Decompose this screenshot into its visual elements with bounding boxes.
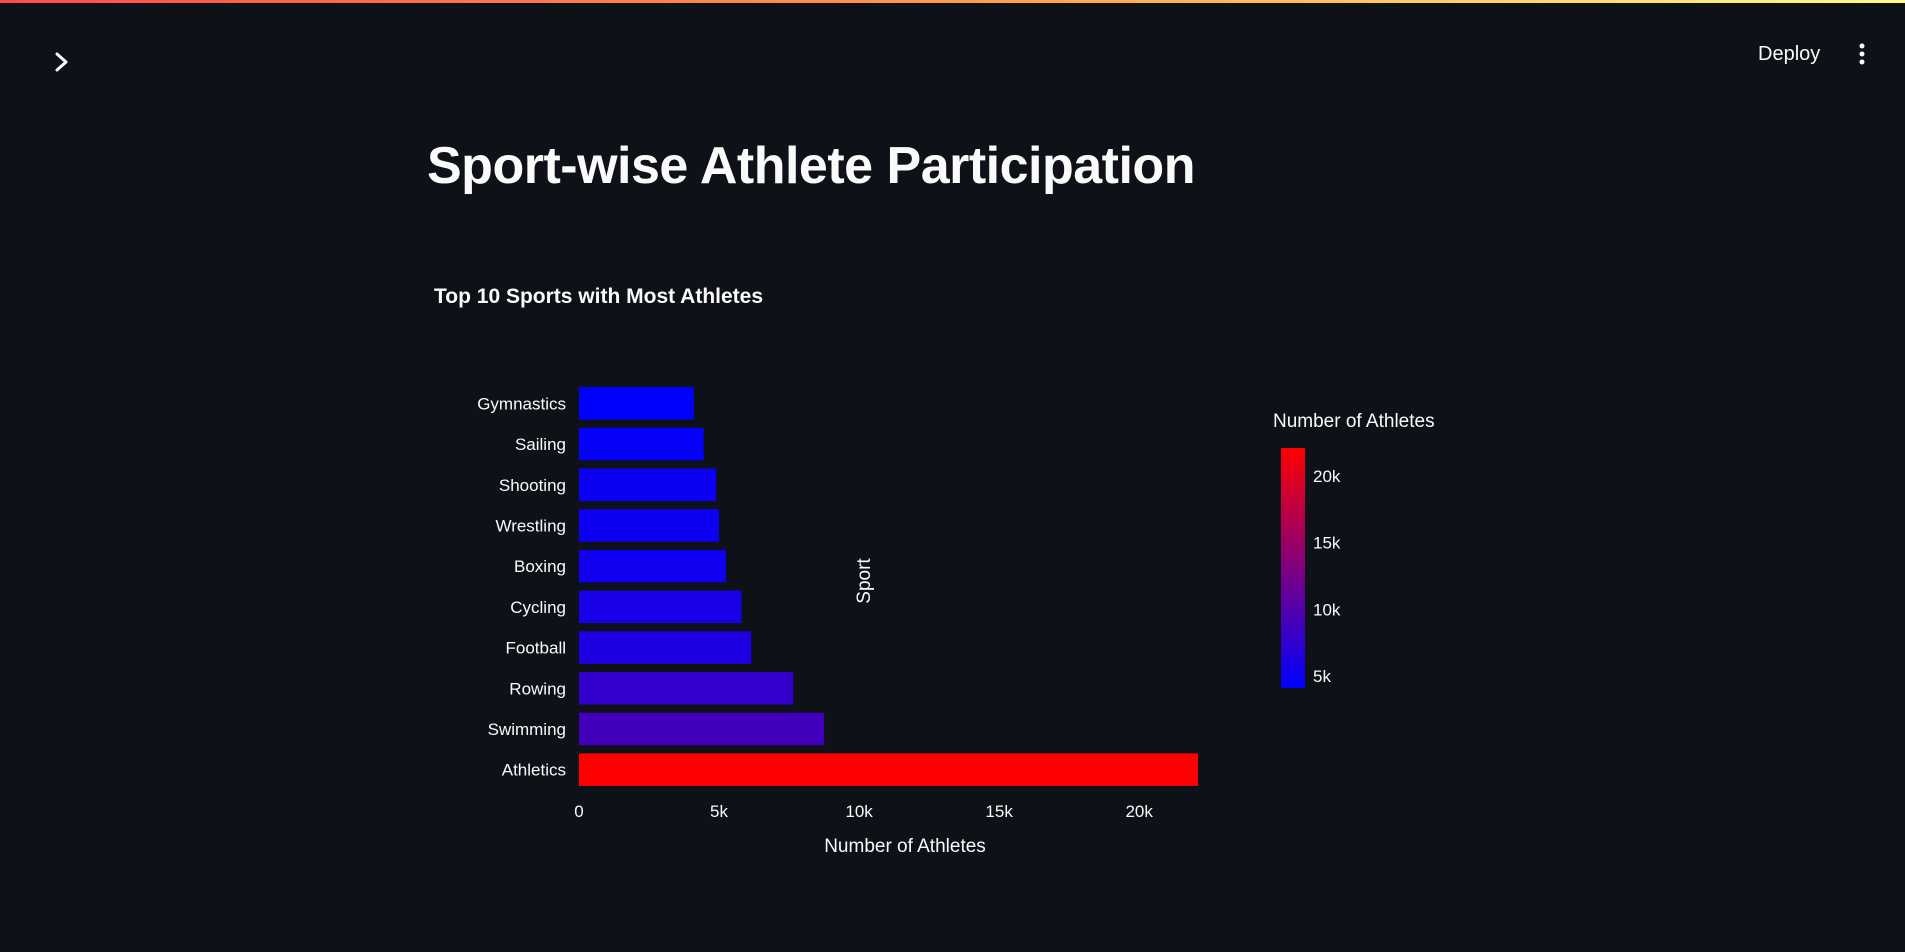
page-title: Sport-wise Athlete Participation [427, 137, 1195, 195]
colorbar-tick-label: 20k [1313, 467, 1341, 486]
x-tick-label: 10k [845, 802, 873, 821]
x-tick-label: 0 [574, 802, 583, 821]
bar-wrestling[interactable] [579, 509, 720, 542]
x-axis-title: Number of Athletes [824, 836, 986, 857]
category-label: Swimming [488, 720, 566, 739]
bar-gymnastics[interactable] [579, 387, 694, 420]
main-menu-button[interactable] [1848, 36, 1876, 72]
colorbar [1281, 448, 1305, 688]
colorbar-tick-label: 15k [1313, 534, 1341, 553]
top-decoration-bar [0, 0, 1905, 3]
category-label: Sailing [515, 435, 566, 454]
category-label: Football [506, 639, 566, 658]
colorbar-title: Number of Athletes [1273, 411, 1435, 432]
colorbar-tick-label: 5k [1313, 667, 1331, 686]
bar-swimming[interactable] [579, 712, 825, 746]
bar-football[interactable] [579, 631, 752, 664]
bar-shooting[interactable] [579, 468, 717, 502]
colorbar-tick-label: 10k [1313, 600, 1341, 619]
chart-svg: Top 10 Sports with Most Athletes Sport N… [434, 285, 1435, 857]
category-label: Wrestling [495, 516, 566, 535]
x-tick-label: 15k [985, 802, 1013, 821]
chart-title: Top 10 Sports with Most Athletes [434, 285, 763, 308]
deploy-button[interactable]: Deploy [1758, 43, 1821, 65]
category-label: Boxing [514, 557, 566, 576]
chevron-right-icon [55, 52, 68, 72]
bar-boxing[interactable] [579, 549, 727, 583]
x-tick-label: 20k [1125, 802, 1153, 821]
category-label: Shooting [499, 476, 566, 495]
y-axis-title: Sport [854, 558, 875, 604]
category-label: Athletics [502, 761, 566, 780]
sidebar-toggle-button[interactable] [44, 44, 80, 80]
bar-athletics[interactable] [579, 753, 1198, 786]
bar-rowing[interactable] [579, 671, 794, 705]
vertical-dots-icon [1859, 43, 1865, 65]
bar-chart: Top 10 Sports with Most Athletes Sport N… [420, 270, 1500, 880]
category-label: Gymnastics [477, 394, 566, 413]
bar-sailing[interactable] [579, 427, 704, 461]
category-label: Cycling [510, 598, 566, 617]
bar-cycling[interactable] [579, 590, 742, 624]
x-tick-label: 5k [710, 802, 728, 821]
category-label: Rowing [509, 679, 566, 698]
